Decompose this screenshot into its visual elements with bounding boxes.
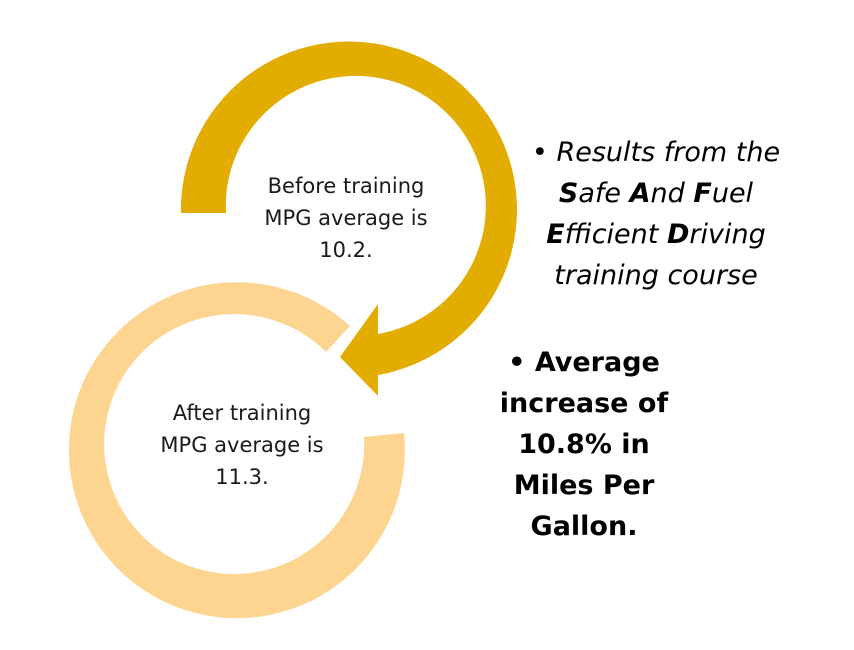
text-fficient: fficient [564,219,667,250]
after-line-3: 11.3. [215,465,269,489]
bullet-icon: • [508,347,526,378]
text-uel: uel [711,178,754,209]
results-bullet: • Results from the Safe And Fuel Efficie… [498,132,814,296]
letter-s: S [558,178,579,209]
results-line-3: Efficient Driving [498,214,814,255]
after-line-1: After training [172,401,312,425]
before-line-2: MPG average is [264,206,428,230]
before-line-3: 10.2. [319,238,373,262]
average-line-5: Gallon. [530,511,638,542]
average-line-2: increase of [499,388,669,419]
results-text-1: Results from the [556,137,781,168]
letter-e: E [546,219,565,250]
average-bullet: • Average increase of 10.8% in Miles Per… [462,342,706,547]
letter-a: A [629,178,651,209]
before-training-text: Before training MPG average is 10.2. [226,170,466,266]
average-line-4: Miles Per [513,470,655,501]
results-line-2: Safe And Fuel [498,173,814,214]
letter-f: F [693,178,712,209]
average-line-3: 10.8% in [518,429,650,460]
text-nd: nd [650,178,694,209]
bullet-icon: • [531,137,548,168]
results-line-1: • Results from the [498,132,814,173]
after-line-2: MPG average is [160,433,324,457]
before-line-1: Before training [267,174,425,198]
letter-d: D [666,219,690,250]
text-afe: afe [578,178,630,209]
average-line-1: • Average [462,342,706,383]
after-training-text: After training MPG average is 11.3. [122,397,362,493]
text-riving: riving [689,219,766,250]
average-text-1: Average [534,347,660,378]
results-line-4: training course [554,260,758,291]
